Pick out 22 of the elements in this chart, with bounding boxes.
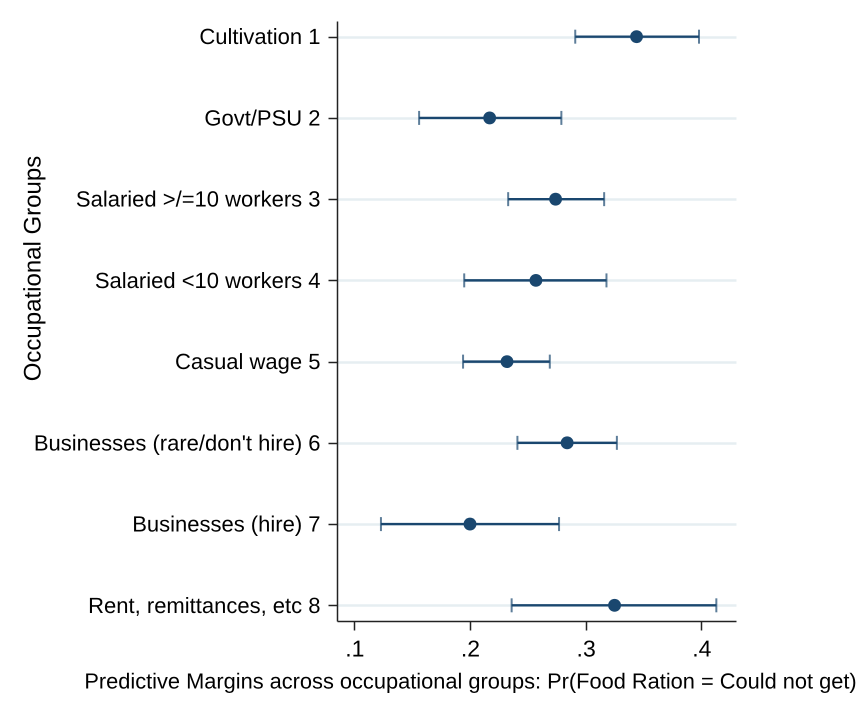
point (560, 436, 574, 450)
y-tick-label: Salaried <10 workers 4 (94, 268, 320, 293)
y-tick-label: Casual wage 5 (174, 349, 320, 374)
point (483, 112, 496, 124)
x-tick-label: .2 (460, 636, 480, 662)
x-tick-label: .3 (576, 636, 596, 662)
point (630, 30, 643, 44)
x-tick-label: .4 (692, 636, 712, 662)
y-tick-label: Rent, remittances, etc 8 (88, 592, 320, 618)
point (500, 355, 514, 368)
y-tick-label: Cultivation 1 (199, 24, 320, 50)
y-tick-label: Govt/PSU 2 (204, 105, 320, 130)
x-axis-title: Predictive Margins across occupational groups: Pr(Food Ration = Could not get) (84, 668, 857, 694)
point (608, 598, 621, 612)
x-tick-label: .1 (345, 636, 364, 662)
point (464, 518, 476, 530)
y-tick-label: Salaried >/=10 workers 3 (76, 186, 320, 212)
y-tick-label: Businesses (hire) 7 (132, 512, 320, 537)
point (530, 274, 542, 287)
y-axis-title: Occupational Groups (20, 156, 46, 382)
y-tick-label: Businesses (rare/don't hire) 6 (34, 430, 320, 456)
point (549, 192, 562, 206)
